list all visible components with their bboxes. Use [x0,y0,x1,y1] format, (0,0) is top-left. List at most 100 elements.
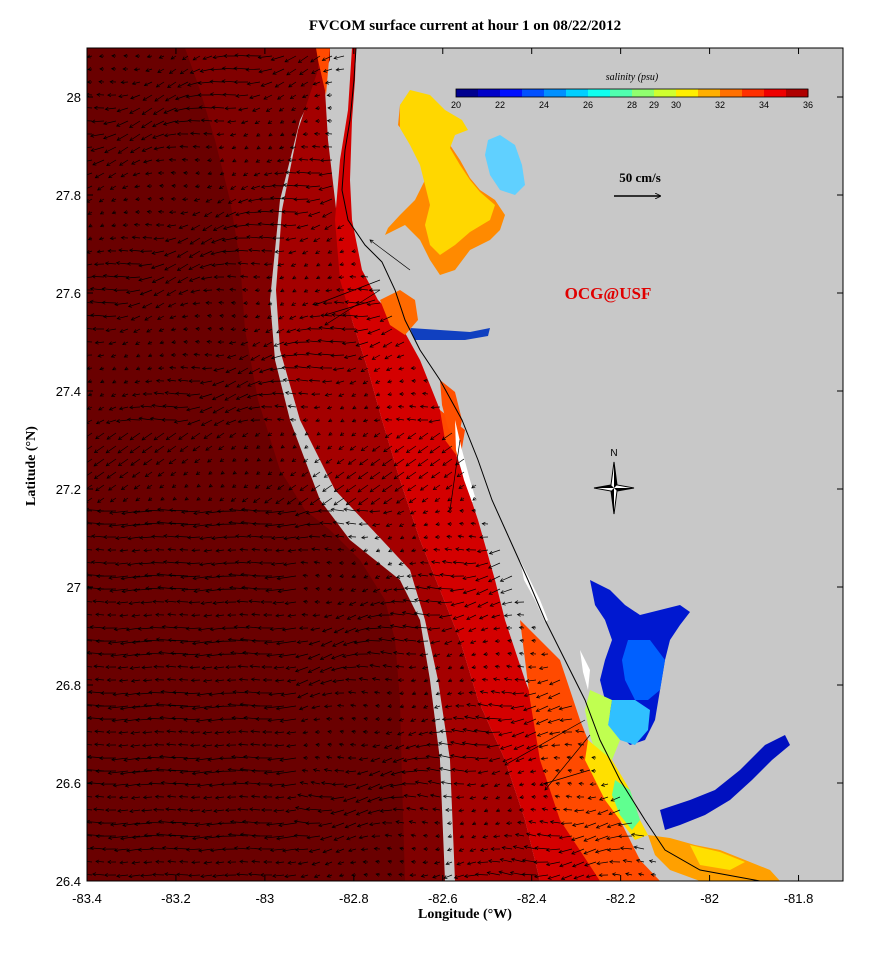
current-arrow [140,405,153,408]
current-arrow [563,809,573,811]
current-arrowhead [154,677,159,682]
current-arrow [159,328,165,332]
current-arrow [477,703,489,707]
current-arrowhead [196,692,201,697]
current-arrow [232,691,249,694]
current-arrowhead [202,227,207,232]
current-arrowhead [105,743,110,748]
current-arrow [336,380,345,384]
current-arrowhead [219,458,224,463]
current-arrow [416,744,429,748]
current-arrowhead [189,808,194,813]
current-arrowhead [130,149,135,154]
current-arrowhead [373,690,379,695]
current-arrow [97,497,105,503]
current-arrowhead [419,806,424,811]
current-arrowhead [210,67,215,72]
current-arrow [301,561,309,564]
velocity-scale-label: 50 cm/s [619,170,661,185]
current-arrow [381,328,393,336]
current-arrow [454,874,465,879]
current-arrow [91,561,105,564]
current-arrow [311,224,321,230]
current-arrowhead [414,625,419,630]
current-arrowhead [225,421,230,425]
current-arrowhead [428,572,433,577]
current-arrow [212,380,225,386]
current-arrowhead [497,718,502,723]
current-arrow [258,380,273,385]
current-arrowhead [422,548,427,553]
current-arrow [109,588,129,592]
current-arrow [214,666,225,669]
current-arrowhead [396,510,401,515]
current-arrowhead [111,223,116,228]
current-arrow [324,548,333,551]
current-arrowhead [511,733,516,738]
current-arrowhead [287,548,292,553]
current-arrow [463,728,477,733]
current-arrow [251,860,261,863]
current-arrow [110,185,117,190]
current-arrowhead [494,664,499,669]
current-arrow [225,211,237,217]
current-arrow [168,639,189,642]
current-arrow [414,599,429,603]
current-arrowhead [118,743,123,748]
current-arrow [513,846,525,850]
current-arrowhead [103,535,107,540]
current-arrowhead [92,599,97,604]
current-arrowhead [519,795,524,800]
current-arrowhead [483,821,488,826]
current-arrow [502,847,513,850]
current-arrow [170,471,177,476]
current-arrowhead [119,162,124,166]
current-arrowhead [326,237,331,242]
current-arrow [202,367,213,370]
current-arrowhead [405,475,411,480]
current-arrowhead [281,196,286,201]
current-arrowhead [239,612,244,617]
current-arrow [494,783,501,787]
current-arrow [235,535,249,538]
current-arrowhead [633,845,638,850]
current-arrowhead [323,474,328,478]
current-arrow [259,367,273,373]
current-arrowhead [235,534,240,539]
current-arrow [327,250,333,254]
current-arrowhead [215,213,220,218]
current-arrow [344,354,357,359]
current-arrow [87,770,93,772]
current-arrowhead [319,365,324,370]
current-arrow [108,770,129,774]
current-arrowhead [362,703,367,708]
current-arrowhead [166,145,171,150]
current-arrowhead [392,650,398,655]
current-arrow [148,692,165,694]
current-arrowhead [93,262,98,267]
current-arrowhead [573,808,578,813]
current-arrow [361,536,369,539]
current-arrowhead [458,808,463,813]
current-arrow [339,237,345,241]
current-arrow [302,769,309,772]
current-arrow [596,822,609,829]
current-arrowhead [238,729,243,734]
current-arrow [450,741,465,746]
current-arrowhead [517,770,522,775]
current-arrowhead [457,534,462,539]
current-arrowhead [334,691,339,696]
current-arrow [517,665,525,668]
current-arrow [398,367,405,370]
current-arrowhead [212,601,217,605]
current-arrowhead [462,576,467,581]
current-arrowhead [295,847,300,852]
current-arrowhead [263,705,268,710]
current-arrowhead [327,105,332,110]
current-arrow [94,445,105,453]
current-arrow [322,484,333,492]
current-arrowhead [226,730,231,735]
current-arrowhead [444,641,449,645]
current-arrow [322,55,333,61]
current-arrowhead [401,770,406,775]
